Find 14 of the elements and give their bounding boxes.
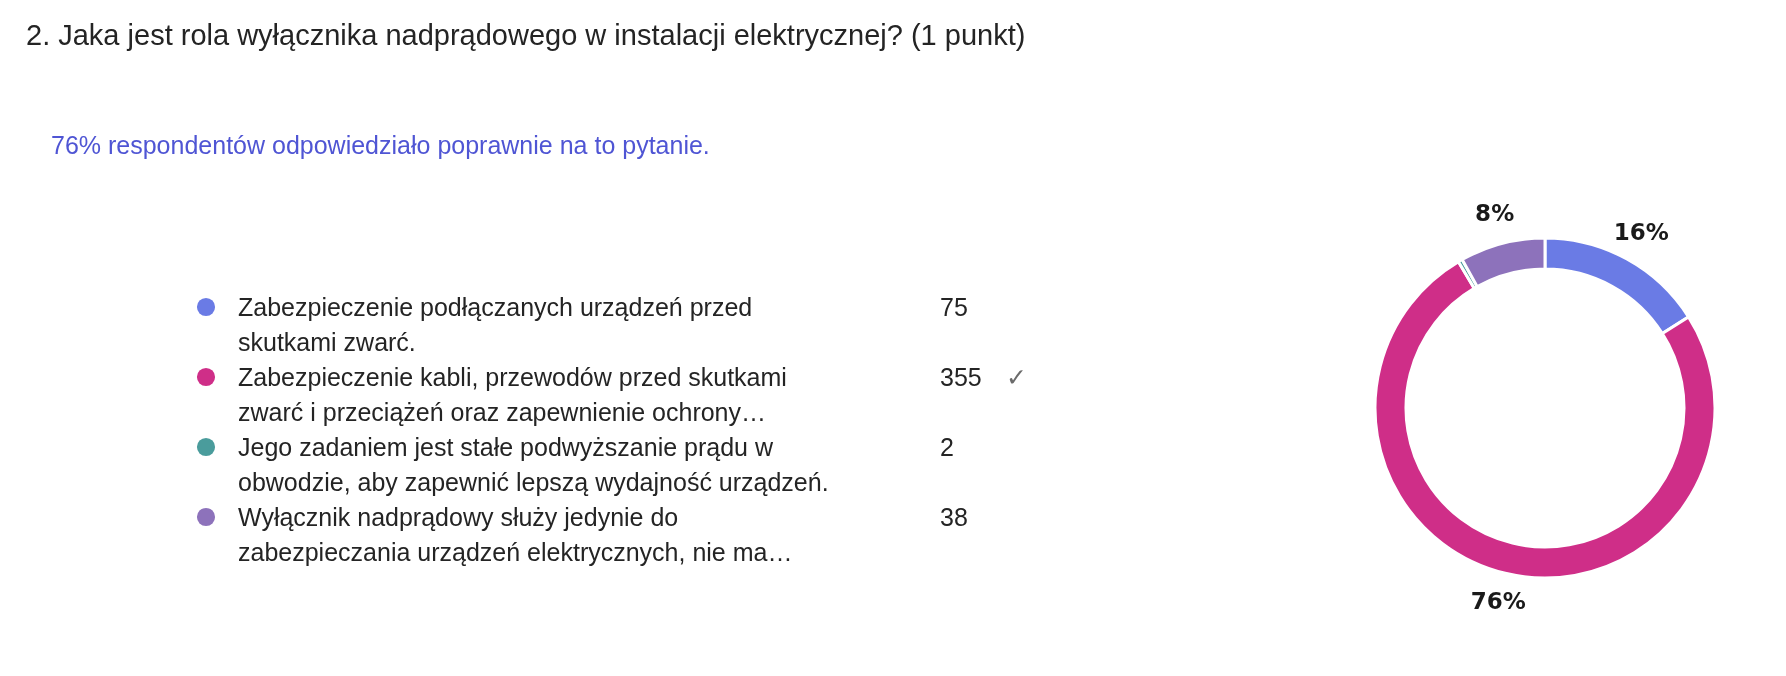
chart-title: 2. Jaka jest rola wyłącznika nadprądowego w instalacji elektrycznej? (1 punkt) (26, 19, 1026, 51)
legend-label: Zabezpieczenie kabli, przewodów przed skutkami zwarć i przeciążeń oraz zapewnienie ochrony… (238, 363, 787, 426)
legend-label: Jego zadaniem jest stałe podwyższanie prądu w obwodzie, aby zapewnić lepszą wydajność urządzeń. (238, 433, 829, 496)
data-label: 76% (1470, 588, 1526, 615)
text: 2 (940, 433, 954, 461)
legend-label: Wyłącznik nadprądowy służy jedynie do zabezpieczania urządzeń elektrycznych, nie ma… (238, 503, 793, 566)
text: 38 (940, 503, 968, 531)
data-label: 8% (1475, 200, 1515, 227)
chart-subtitle: 76% respondentów odpowiedziało poprawnie na to pytanie. (51, 131, 710, 159)
text: ✓ (1006, 363, 1027, 392)
legend-label: Zabezpieczenie podłączanych urządzeń przed skutkami zwarć. (238, 293, 753, 356)
text: 355 (940, 363, 982, 391)
data-label: 16% (1613, 218, 1669, 245)
text: 75 (940, 293, 968, 321)
